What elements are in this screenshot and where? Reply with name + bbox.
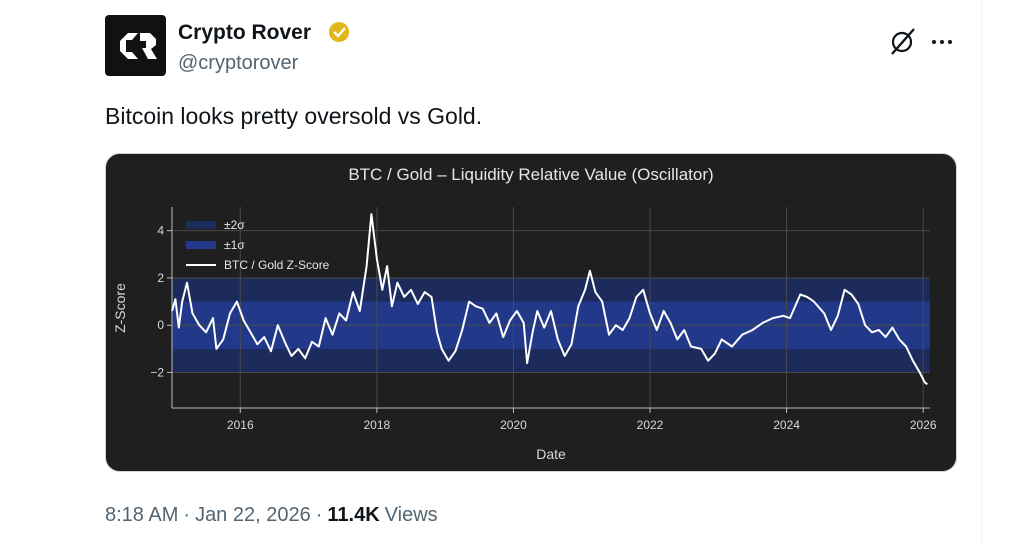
more-icon[interactable]	[932, 40, 952, 44]
tweet-text: Bitcoin looks pretty oversold vs Gold.	[105, 103, 482, 129]
dot	[932, 40, 936, 44]
avatar-logo	[120, 33, 138, 59]
badge-check	[333, 27, 346, 38]
legend-swatch	[186, 221, 216, 229]
dot	[940, 40, 944, 44]
y-tick-label: 4	[157, 224, 164, 238]
z-score-line	[171, 213, 928, 386]
legend-label: ±1σ	[224, 238, 245, 252]
x-tick-label: 2024	[773, 418, 800, 432]
y-tick-label: −2	[150, 366, 164, 380]
avatar[interactable]	[105, 15, 166, 76]
x-axis-label: Date	[536, 446, 566, 462]
icon-part	[891, 31, 913, 53]
views-count: 11.4K	[327, 504, 380, 526]
grok-icon[interactable]	[891, 28, 915, 55]
views-label: Views	[385, 504, 438, 526]
y-axis-label: Z-Score	[112, 283, 128, 333]
x-tick-label: 2020	[500, 418, 527, 432]
dot	[948, 40, 952, 44]
y-tick-label: 2	[157, 271, 164, 285]
plot: −2 0 2 4 2016 2018 2020 2022 2024 2026 ±2σ ±1σ BTC /…	[150, 207, 937, 432]
x-tick-label: 2026	[910, 418, 937, 432]
x-tick-label: 2022	[637, 418, 664, 432]
verified-badge	[329, 22, 349, 42]
avatar-logo	[140, 33, 157, 59]
icon-part	[891, 28, 915, 55]
avatar-bg	[105, 15, 166, 76]
legend-label: ±2σ	[224, 218, 245, 232]
separator: ·	[316, 504, 323, 526]
legend-swatch	[186, 241, 216, 249]
badge-circle	[329, 22, 349, 42]
x-tick-label: 2016	[227, 418, 254, 432]
separator: ·	[183, 504, 190, 526]
time[interactable]: 8:18 AM	[105, 504, 178, 526]
author-name[interactable]: Crypto Rover	[178, 21, 311, 44]
y-tick-label: 0	[157, 318, 164, 332]
author-handle[interactable]: @cryptorover	[178, 52, 299, 74]
legend-label: BTC / Gold Z-Score	[224, 258, 330, 272]
tweet-footer: 8:18 AM · Jan 22, 2026 · 11.4K Views	[105, 504, 438, 526]
x-tick-label: 2018	[364, 418, 391, 432]
chart-title: BTC / Gold – Liquidity Relative Value (O…	[348, 165, 713, 184]
date[interactable]: Jan 22, 2026	[195, 504, 311, 526]
